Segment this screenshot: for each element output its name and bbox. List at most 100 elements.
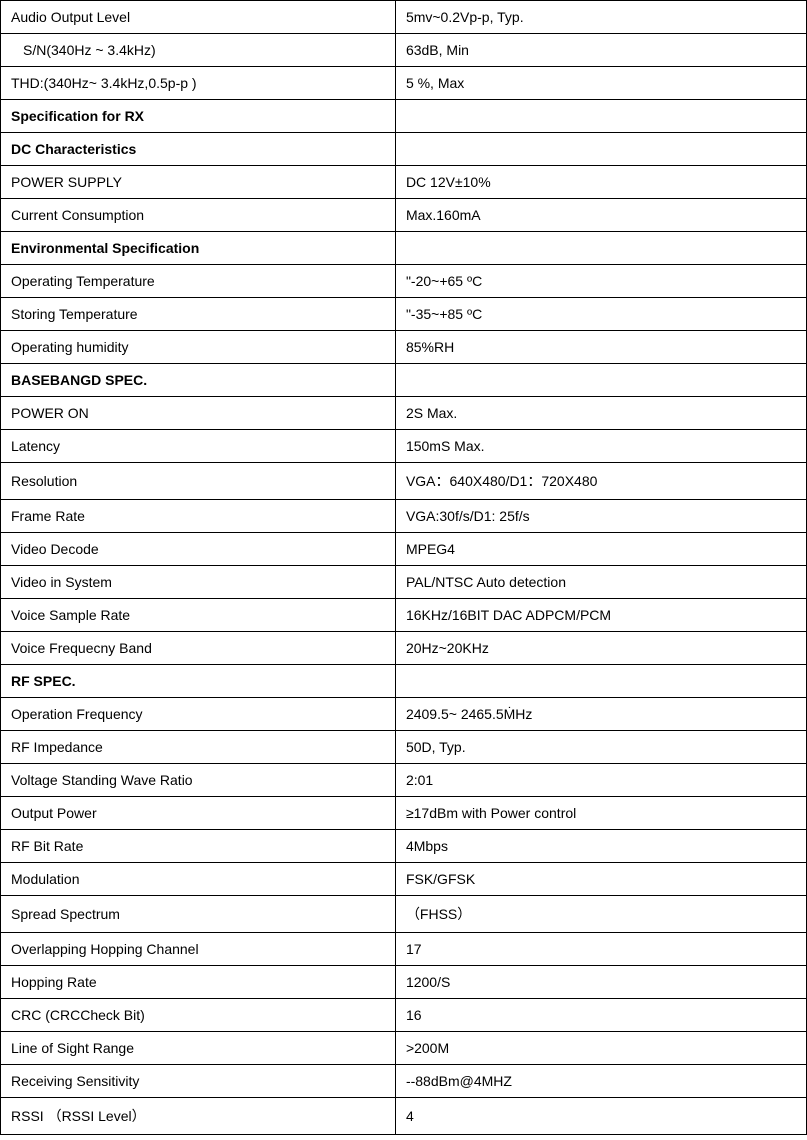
spec-value-cell <box>395 364 806 397</box>
table-row: RF SPEC. <box>1 665 807 698</box>
spec-value-cell: 16KHz/16BIT DAC ADPCM/PCM <box>395 599 806 632</box>
spec-label-cell: Latency <box>1 430 396 463</box>
spec-value-cell: FSK/GFSK <box>395 863 806 896</box>
spec-value-cell <box>395 100 806 133</box>
spec-label-cell: Resolution <box>1 463 396 500</box>
spec-label-cell: POWER ON <box>1 397 396 430</box>
spec-label-cell: CRC (CRCCheck Bit) <box>1 999 396 1032</box>
table-row: Output Power≥17dBm with Power control <box>1 797 807 830</box>
spec-value-cell: 5 %, Max <box>395 67 806 100</box>
spec-value-cell: 17 <box>395 933 806 966</box>
spec-value-cell: 20Hz~20KHz <box>395 632 806 665</box>
spec-label-cell: Operation Frequency <box>1 698 396 731</box>
table-row: Voltage Standing Wave Ratio2:01 <box>1 764 807 797</box>
spec-label-cell: Overlapping Hopping Channel <box>1 933 396 966</box>
spec-label-cell: Audio Output Level <box>1 1 396 34</box>
spec-label-cell: RF SPEC. <box>1 665 396 698</box>
table-row: Overlapping Hopping Channel17 <box>1 933 807 966</box>
spec-label-cell: POWER SUPPLY <box>1 166 396 199</box>
table-row: POWER ON2S Max. <box>1 397 807 430</box>
spec-value-cell: --88dBm@4MHZ <box>395 1065 806 1098</box>
spec-value-cell: 2S Max. <box>395 397 806 430</box>
table-row: Frame RateVGA:30f/s/D1: 25f/s <box>1 500 807 533</box>
spec-value-cell: VGA:30f/s/D1: 25f/s <box>395 500 806 533</box>
spec-value-cell: VGA：640X480/D1：720X480 <box>395 463 806 500</box>
spec-label-cell: Modulation <box>1 863 396 896</box>
spec-label-cell: Operating Temperature <box>1 265 396 298</box>
spec-value-cell: 2:01 <box>395 764 806 797</box>
table-row: RF Bit Rate4Mbps <box>1 830 807 863</box>
spec-value-cell: PAL/NTSC Auto detection <box>395 566 806 599</box>
table-row: Hopping Rate1200/S <box>1 966 807 999</box>
table-row: Voice Sample Rate16KHz/16BIT DAC ADPCM/P… <box>1 599 807 632</box>
spec-value-cell: DC 12V±10% <box>395 166 806 199</box>
table-row: Operating Temperature"-20~+65 ºC <box>1 265 807 298</box>
spec-label-cell: Output Power <box>1 797 396 830</box>
table-row: BASEBANGD SPEC. <box>1 364 807 397</box>
spec-value-cell: 63dB, Min <box>395 34 806 67</box>
spec-value-cell: "-20~+65 ºC <box>395 265 806 298</box>
table-row: Receiving Sensitivity--88dBm@4MHZ <box>1 1065 807 1098</box>
spec-label-cell: Hopping Rate <box>1 966 396 999</box>
spec-label-cell: Voice Frequecny Band <box>1 632 396 665</box>
spec-label-cell: Voice Sample Rate <box>1 599 396 632</box>
table-row: Operating humidity85%RH <box>1 331 807 364</box>
spec-value-cell: 2409.5~ 2465.5ṀHz <box>395 698 806 731</box>
spec-value-cell: 1200/S <box>395 966 806 999</box>
table-row: Environmental Specification <box>1 232 807 265</box>
spec-value-cell: MPEG4 <box>395 533 806 566</box>
table-row: CRC (CRCCheck Bit)16 <box>1 999 807 1032</box>
spec-value-cell: Max.160mA <box>395 199 806 232</box>
spec-table-body: Audio Output Level5mv~0.2Vp-p, Typ.S/N(3… <box>1 1 807 1135</box>
table-row: S/N(340Hz ~ 3.4kHz)63dB, Min <box>1 34 807 67</box>
spec-label-cell: RF Bit Rate <box>1 830 396 863</box>
table-row: Spread Spectrum（FHSS） <box>1 896 807 933</box>
table-row: Storing Temperature"-35~+85 ºC <box>1 298 807 331</box>
spec-label-cell: RF Impedance <box>1 731 396 764</box>
spec-label-cell: Voltage Standing Wave Ratio <box>1 764 396 797</box>
spec-value-cell: "-35~+85 ºC <box>395 298 806 331</box>
table-row: Voice Frequecny Band20Hz~20KHz <box>1 632 807 665</box>
table-row: THD:(340Hz~ 3.4kHz,0.5p-p )5 %, Max <box>1 67 807 100</box>
table-row: Current Consumption Max.160mA <box>1 199 807 232</box>
spec-value-cell <box>395 665 806 698</box>
spec-label-cell: Environmental Specification <box>1 232 396 265</box>
spec-value-cell: ≥17dBm with Power control <box>395 797 806 830</box>
spec-value-cell <box>395 232 806 265</box>
table-row: Video in SystemPAL/NTSC Auto detection <box>1 566 807 599</box>
table-row: Operation Frequency2409.5~ 2465.5ṀHz <box>1 698 807 731</box>
spec-value-cell: 4 <box>395 1098 806 1135</box>
spec-value-cell: 85%RH <box>395 331 806 364</box>
spec-value-cell: >200M <box>395 1032 806 1065</box>
spec-value-cell: 150mS Max. <box>395 430 806 463</box>
spec-label-cell: Frame Rate <box>1 500 396 533</box>
spec-label-cell: Video in System <box>1 566 396 599</box>
spec-label-cell: Storing Temperature <box>1 298 396 331</box>
spec-label-cell: S/N(340Hz ~ 3.4kHz) <box>1 34 396 67</box>
spec-label-cell: Current Consumption <box>1 199 396 232</box>
spec-value-cell: 16 <box>395 999 806 1032</box>
table-row: Latency150mS Max. <box>1 430 807 463</box>
table-row: ResolutionVGA：640X480/D1：720X480 <box>1 463 807 500</box>
spec-label-cell: RSSI （RSSI Level） <box>1 1098 396 1135</box>
spec-label-cell: Video Decode <box>1 533 396 566</box>
spec-label-cell: Receiving Sensitivity <box>1 1065 396 1098</box>
table-row: Specification for RX <box>1 100 807 133</box>
table-row: DC Characteristics <box>1 133 807 166</box>
spec-table: Audio Output Level5mv~0.2Vp-p, Typ.S/N(3… <box>0 0 807 1135</box>
table-row: ModulationFSK/GFSK <box>1 863 807 896</box>
spec-label-cell: Line of Sight Range <box>1 1032 396 1065</box>
spec-value-cell <box>395 133 806 166</box>
spec-label-cell: Spread Spectrum <box>1 896 396 933</box>
table-row: Video DecodeMPEG4 <box>1 533 807 566</box>
spec-label-cell: DC Characteristics <box>1 133 396 166</box>
spec-label-cell: Specification for RX <box>1 100 396 133</box>
table-row: RSSI （RSSI Level）4 <box>1 1098 807 1135</box>
spec-value-cell: 4Mbps <box>395 830 806 863</box>
table-row: Audio Output Level5mv~0.2Vp-p, Typ. <box>1 1 807 34</box>
table-row: RF Impedance50D, Typ. <box>1 731 807 764</box>
table-row: Line of Sight Range>200M <box>1 1032 807 1065</box>
spec-label-cell: Operating humidity <box>1 331 396 364</box>
spec-label-cell: BASEBANGD SPEC. <box>1 364 396 397</box>
table-row: POWER SUPPLYDC 12V±10% <box>1 166 807 199</box>
